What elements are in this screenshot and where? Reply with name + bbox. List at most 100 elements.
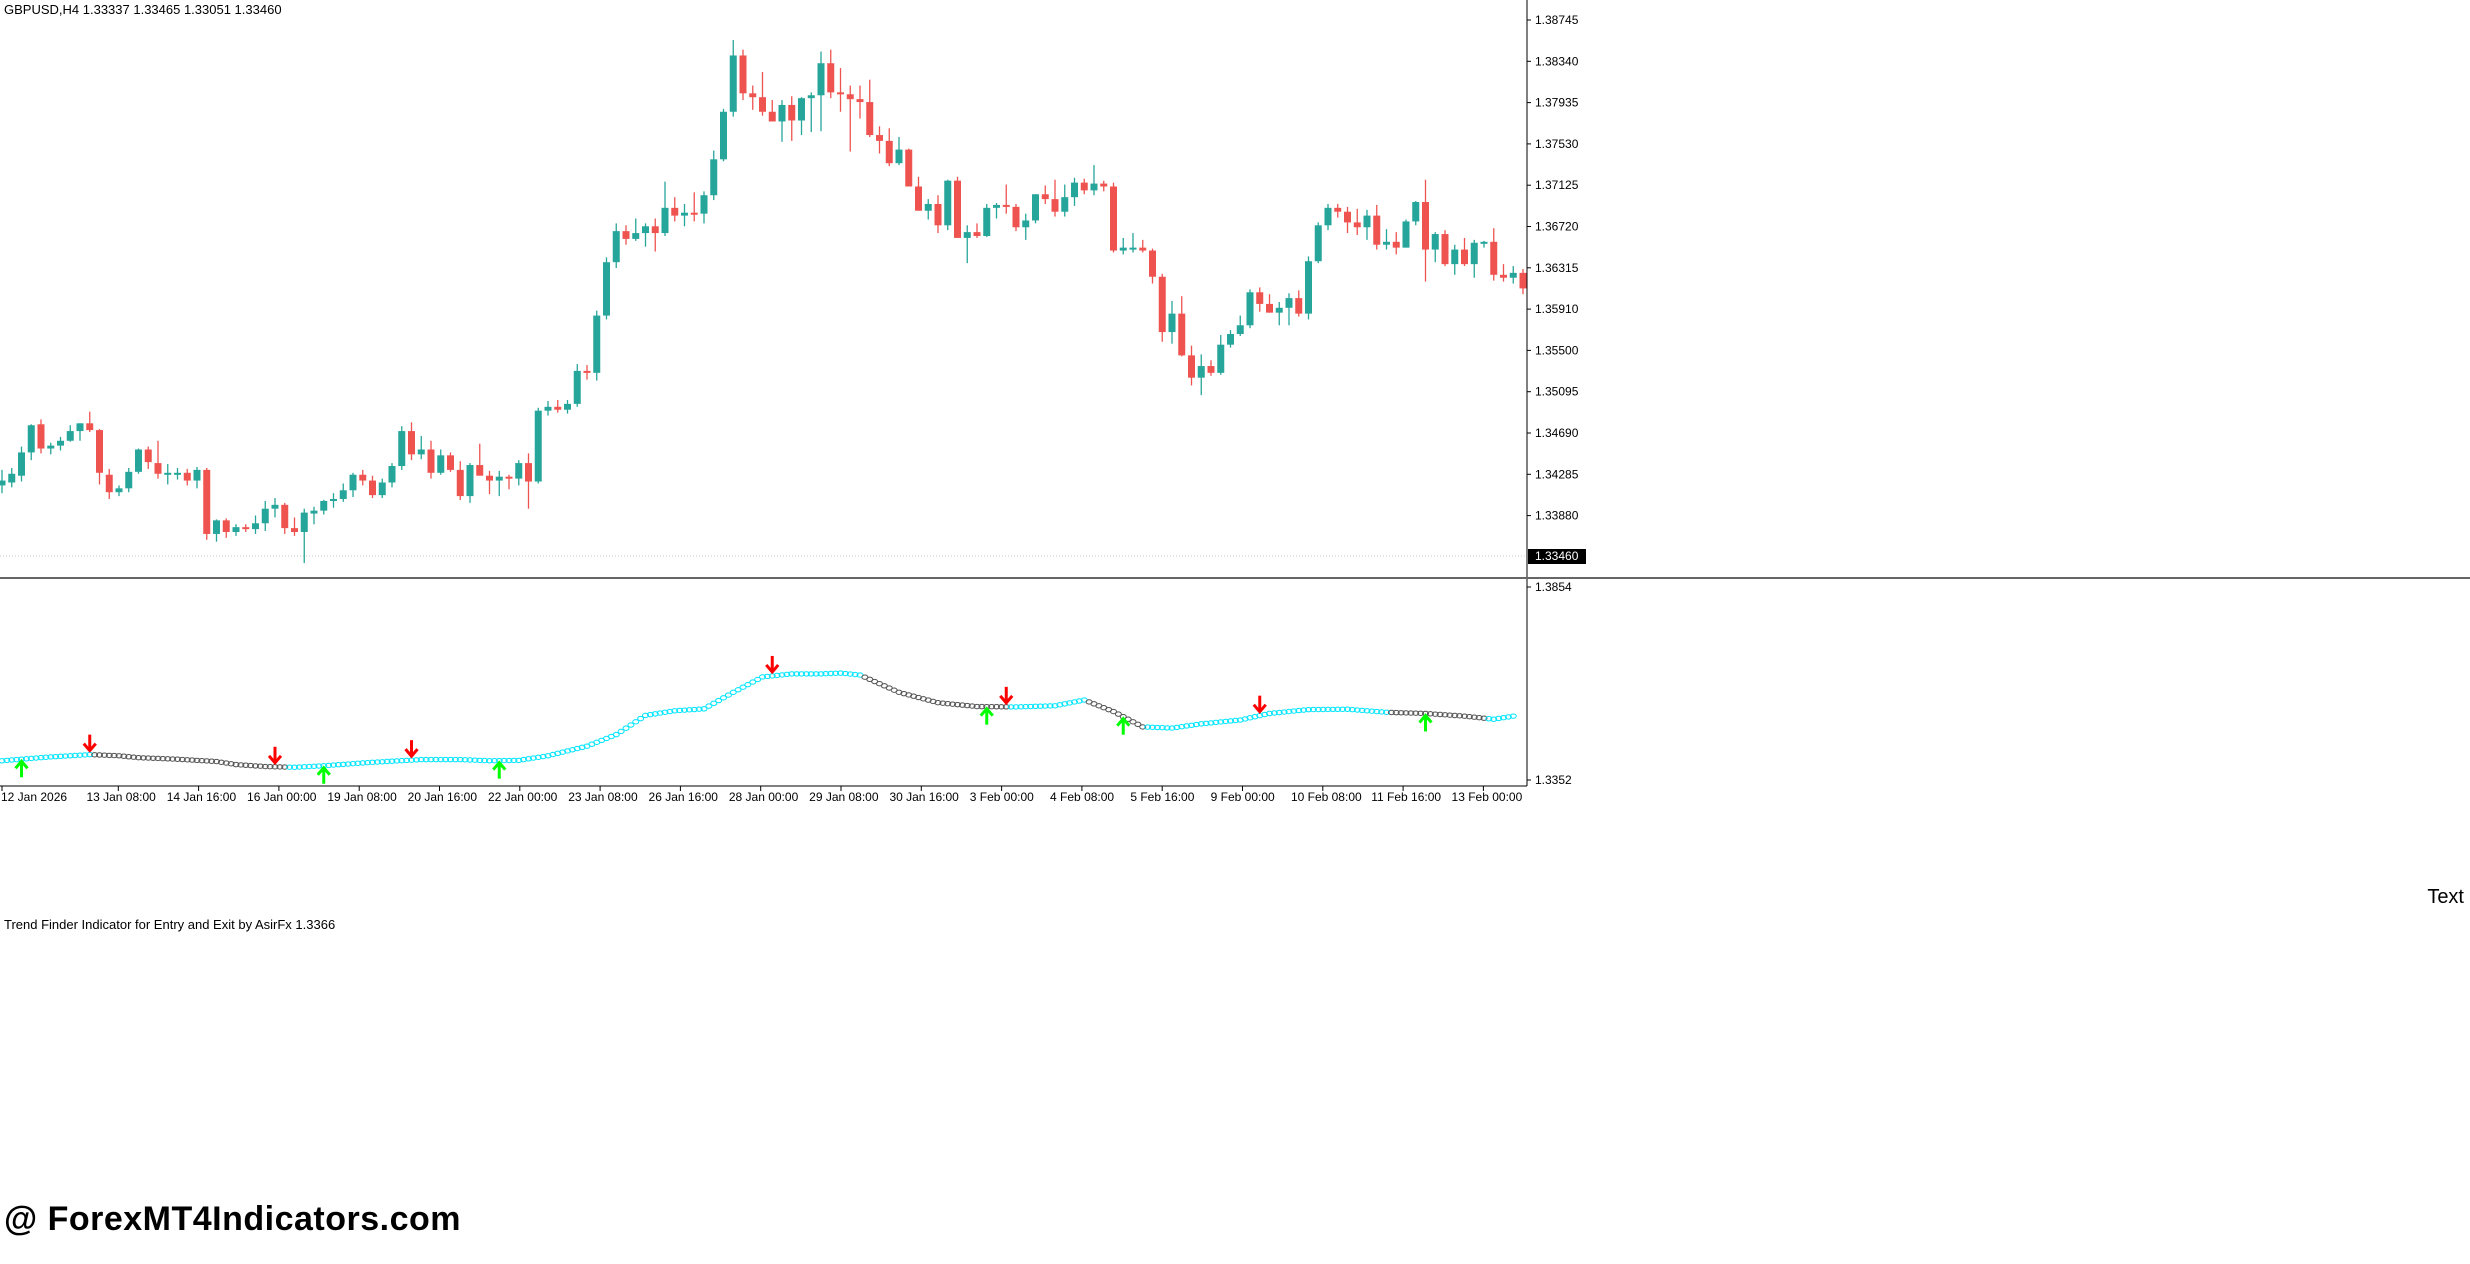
time-tick-label: 5 Feb 16:00	[1130, 790, 1194, 804]
trend-dot	[637, 715, 645, 722]
candle-body	[271, 504, 279, 509]
candle-body	[1119, 247, 1127, 251]
trend-dot	[110, 752, 118, 759]
trend-dot	[763, 673, 771, 680]
candle-body	[827, 63, 835, 93]
trend-dot	[61, 753, 69, 759]
trend-dot	[490, 758, 498, 764]
trend-dot	[47, 754, 55, 760]
candle-body	[1051, 199, 1059, 212]
trend-dot	[393, 758, 401, 764]
trend-dot	[398, 758, 406, 764]
trend-dot	[3, 757, 11, 764]
trend-dot	[1329, 706, 1337, 713]
candle-body	[1363, 215, 1371, 228]
sell-arrow-icon	[82, 734, 97, 753]
trend-dot	[208, 758, 216, 764]
candle-body	[1451, 249, 1459, 265]
text-object-label[interactable]: Text	[2427, 886, 2464, 908]
trend-dot	[188, 757, 196, 763]
trend-dot	[334, 762, 342, 768]
trend-dot	[1188, 722, 1195, 728]
indicator-title: Trend Finder Indicator for Entry and Exi…	[4, 917, 336, 932]
candle-body	[876, 135, 883, 141]
trend-dot	[739, 684, 747, 690]
candle-body	[8, 473, 16, 483]
candle-body	[993, 204, 1000, 208]
candle-body	[1236, 325, 1244, 335]
trend-dot	[27, 755, 35, 762]
trend-dot	[227, 761, 235, 767]
candle-body	[144, 449, 152, 463]
trend-dot	[715, 697, 723, 704]
candle-body	[944, 180, 952, 226]
candle-body	[466, 465, 474, 497]
trend-dot	[237, 762, 245, 768]
trend-dot	[1441, 712, 1449, 718]
trend-dot	[1504, 714, 1512, 720]
candle-body	[759, 97, 766, 112]
trend-dot	[1373, 708, 1381, 715]
candle-body	[915, 186, 922, 211]
trend-dot	[403, 757, 411, 764]
candle-body	[213, 520, 220, 534]
candle-body	[398, 431, 406, 467]
candle-body	[154, 463, 162, 474]
trend-dot	[1353, 707, 1361, 713]
trend-dot	[724, 692, 732, 698]
trend-dot	[198, 757, 206, 764]
trend-dot	[1168, 725, 1176, 731]
trend-dot	[364, 759, 372, 766]
trend-dot	[203, 758, 211, 764]
trend-dot	[1363, 708, 1371, 714]
trend-dot	[373, 759, 381, 765]
candle-body	[1012, 206, 1020, 228]
candle-body	[632, 233, 640, 239]
trend-dot	[447, 756, 454, 763]
trend-dot	[388, 758, 396, 764]
trend-dot	[1236, 717, 1244, 723]
candle-body	[417, 449, 425, 455]
buy-arrow-head	[979, 706, 994, 717]
candle-body	[495, 476, 503, 481]
time-tick-label: 28 Jan 00:00	[729, 790, 799, 804]
trend-dot	[1270, 710, 1278, 716]
trend-dot	[252, 763, 259, 769]
price-tick-label: 1.37530	[1535, 137, 1579, 151]
trend-dot	[451, 756, 459, 763]
trend-dot	[217, 759, 225, 766]
buy-arrow-head	[14, 758, 29, 770]
candle-body	[534, 410, 542, 482]
trend-dot	[42, 754, 50, 761]
time-tick-label: 16 Jan 00:00	[247, 790, 317, 804]
trend-dot	[81, 752, 89, 758]
candle-body	[310, 510, 318, 514]
candle-body	[749, 93, 757, 98]
trend-dot	[944, 700, 952, 707]
trend-dot	[812, 671, 820, 677]
candle-body	[778, 104, 786, 122]
candle-body	[710, 159, 718, 196]
candle-body	[593, 315, 601, 373]
trend-dot	[695, 706, 703, 712]
trend-dot	[554, 750, 562, 757]
trend-dot	[310, 763, 318, 769]
candle-body	[1041, 194, 1049, 200]
buy-arrow-icon	[14, 758, 29, 778]
trend-dot	[315, 763, 323, 769]
trend-dot	[515, 757, 523, 764]
trend-dot	[520, 756, 528, 763]
trend-dot	[1202, 720, 1210, 727]
trend-dot	[1275, 709, 1283, 716]
candle-body	[1178, 313, 1186, 356]
trend-dot	[1022, 703, 1030, 710]
trend-dot	[1358, 707, 1366, 714]
trend-dot	[183, 757, 191, 763]
candle-body	[486, 475, 493, 481]
candle-body	[359, 474, 367, 481]
trend-dot	[1314, 706, 1322, 713]
candle-body	[1509, 272, 1517, 278]
trend-dot	[685, 707, 693, 713]
